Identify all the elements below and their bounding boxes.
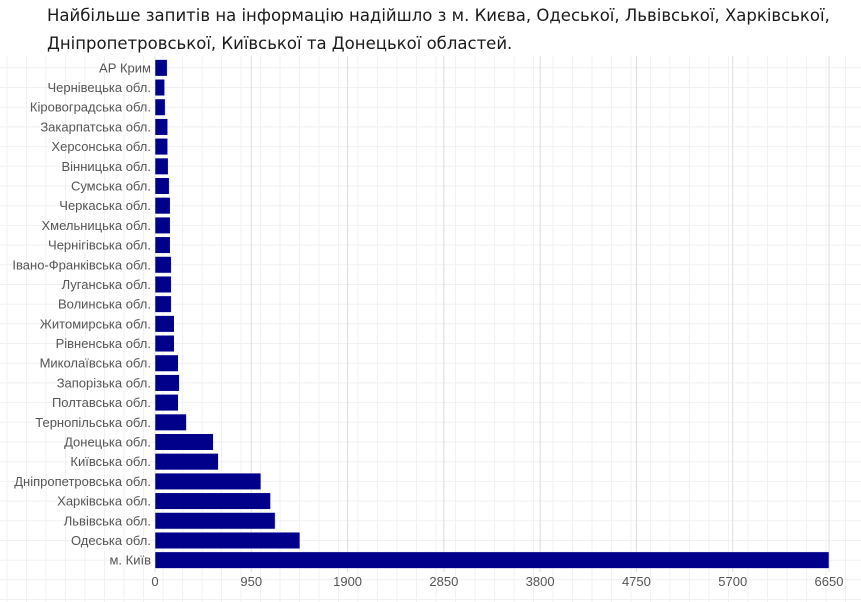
- category-label: Одеська обл.: [71, 533, 151, 548]
- bar: [154, 453, 219, 471]
- x-tick-label: 4750: [622, 574, 651, 589]
- x-tick-label: 2850: [429, 574, 458, 589]
- bar: [154, 275, 172, 293]
- bar: [154, 295, 172, 313]
- category-label: Вінницька обл.: [61, 159, 151, 174]
- x-tick-label: 3800: [526, 574, 555, 589]
- bar: [154, 79, 165, 97]
- category-label: Хмельницька обл.: [41, 218, 151, 233]
- category-label: Волинська обл.: [58, 297, 151, 312]
- category-label: Харківська обл.: [57, 494, 151, 509]
- category-label: Запорізька обл.: [57, 375, 151, 390]
- bar: [154, 118, 168, 136]
- bar: [154, 394, 179, 412]
- bar: [154, 256, 172, 274]
- bar: [154, 492, 271, 510]
- x-tick-label: 950: [240, 574, 262, 589]
- x-tick-label: 0: [151, 574, 158, 589]
- minor-grid: [0, 56, 861, 602]
- bar: [154, 59, 168, 77]
- category-label: Херсонська обл.: [51, 139, 151, 154]
- bars: [154, 59, 830, 569]
- bar: [154, 551, 830, 569]
- bar: [154, 512, 276, 530]
- bar: [154, 216, 171, 234]
- bar: [154, 354, 179, 372]
- x-tick-label: 1900: [333, 574, 362, 589]
- category-label: Кіровоградська обл.: [30, 100, 151, 115]
- bar: [154, 433, 214, 451]
- category-label: Житомирська обл.: [40, 316, 151, 331]
- bar: [154, 197, 171, 215]
- category-label: Чернівецька обл.: [47, 80, 151, 95]
- category-label: Закарпатська обл.: [40, 119, 151, 134]
- category-label: Чернігівська обл.: [48, 238, 151, 253]
- bar: [154, 413, 187, 431]
- bar: [154, 236, 171, 254]
- bar: [154, 98, 166, 116]
- category-label: Черкаська обл.: [59, 198, 151, 213]
- bar: [154, 177, 170, 195]
- category-labels: АР Крим Чернівецька обл. Кіровоградська об…: [12, 60, 151, 567]
- bar: [154, 374, 180, 392]
- category-label: АР Крим: [99, 60, 151, 75]
- x-tick-label: 5700: [718, 574, 747, 589]
- bar: [154, 335, 175, 353]
- chart-title: Найбільше запитів на інформацію надійшло…: [47, 6, 830, 53]
- category-label: Київська обл.: [70, 454, 151, 469]
- category-label: Донецька обл.: [64, 435, 151, 450]
- category-label: Сумська обл.: [71, 179, 151, 194]
- category-label: Полтавська обл.: [52, 395, 151, 410]
- category-label: Дніпропетровська обл.: [14, 474, 151, 489]
- category-label: Миколаївська обл.: [40, 356, 151, 371]
- category-label: Рівненська обл.: [56, 336, 151, 351]
- bar: [154, 472, 262, 490]
- category-label: Луганська обл.: [62, 277, 151, 292]
- category-label: Тернопільська обл.: [35, 415, 151, 430]
- category-label: Івано-Франківська обл.: [12, 257, 151, 272]
- bar: [154, 157, 169, 175]
- bar: [154, 531, 301, 549]
- x-tick-label: 6650: [815, 574, 844, 589]
- category-label: м. Київ: [109, 553, 151, 568]
- x-tick-labels: 0 950 1900 2850 3800 4750 5700 6650: [151, 574, 843, 589]
- category-label: Львівська обл.: [64, 513, 151, 528]
- bar: [154, 138, 168, 156]
- bar: [154, 315, 175, 333]
